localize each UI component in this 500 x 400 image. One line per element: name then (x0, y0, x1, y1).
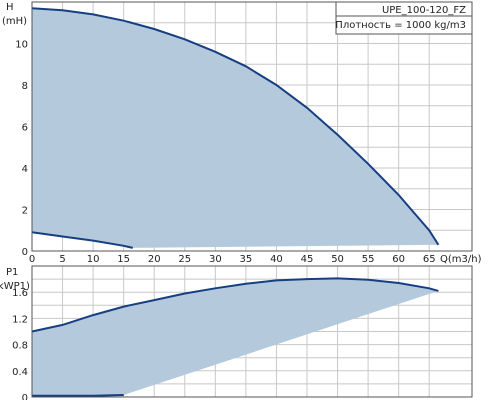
head-y-tick-label: 4 (22, 164, 28, 175)
legend-density: Плотность = 1000 kg/m3 (335, 20, 466, 31)
head-x-tick-label: 40 (270, 254, 283, 265)
head-x-axis-label: Q(m3/h) (440, 254, 482, 265)
head-y-tick-label: 0 (22, 247, 28, 258)
head-y-ticks: 0 2 4 6 8 10 (15, 40, 28, 259)
power-y-tick-label: 0.4 (12, 367, 28, 378)
head-plot-frame (31, 1, 473, 252)
head-y-axis-unit: (mH) (2, 16, 27, 27)
head-max-curve (31, 7, 440, 246)
power-max-curve (31, 277, 439, 333)
head-y-tick-label: 10 (15, 40, 28, 51)
head-x-tick-label: 35 (240, 254, 253, 265)
head-y-tick-label: 2 (22, 206, 28, 217)
head-x-tick-label: 5 (59, 254, 65, 265)
power-y-tick-label: 1.2 (12, 314, 28, 325)
head-operating-area (32, 8, 439, 248)
power-min-curve (32, 394, 124, 397)
head-x-tick-label: 55 (362, 254, 375, 265)
head-x-tick-label: 30 (209, 254, 222, 265)
power-plot-frame (31, 265, 473, 398)
head-x-tick-label: 15 (117, 254, 130, 265)
legend-pump-model: UPE_100-120_FZ (382, 5, 466, 16)
head-x-tick-label: 0 (29, 254, 35, 265)
power-y-tick-label: 1.6 (12, 288, 28, 299)
power-chart: 0 0.4 0.8 1.2 1.6 P1 (kWP1) (0, 265, 473, 400)
power-y-tick-label: 0.8 (12, 341, 28, 352)
head-x-tick-label: 45 (301, 254, 314, 265)
head-y-tick-label: 6 (22, 123, 28, 134)
head-x-tick-label: 65 (423, 254, 436, 265)
head-x-tick-label: 60 (392, 254, 405, 265)
head-min-curve (31, 231, 134, 249)
legend-frame (335, 1, 473, 35)
power-y-axis-unit: (kWP1) (0, 281, 30, 292)
power-y-ticks: 0 0.4 0.8 1.2 1.6 (12, 288, 28, 400)
power-operating-area (32, 278, 439, 396)
head-chart: 0 5 10 15 20 25 30 35 40 45 50 55 60 65 0 2 4 6 8 10 H (mH… (2, 1, 482, 265)
power-y-tick-label: 0 (22, 393, 28, 400)
power-y-axis-label: P1 (6, 267, 18, 278)
head-y-tick-label: 8 (22, 81, 28, 92)
head-x-tick-label: 25 (178, 254, 191, 265)
legend-box: UPE_100-120_FZ Плотность = 1000 kg/m3 (335, 1, 473, 35)
head-y-axis-label: H (6, 2, 14, 13)
head-x-tick-label: 10 (87, 254, 100, 265)
head-x-ticks: 0 5 10 15 20 25 30 35 40 45 50 55 60 65 (29, 254, 436, 265)
head-x-tick-label: 20 (148, 254, 161, 265)
head-x-tick-label: 50 (331, 254, 344, 265)
